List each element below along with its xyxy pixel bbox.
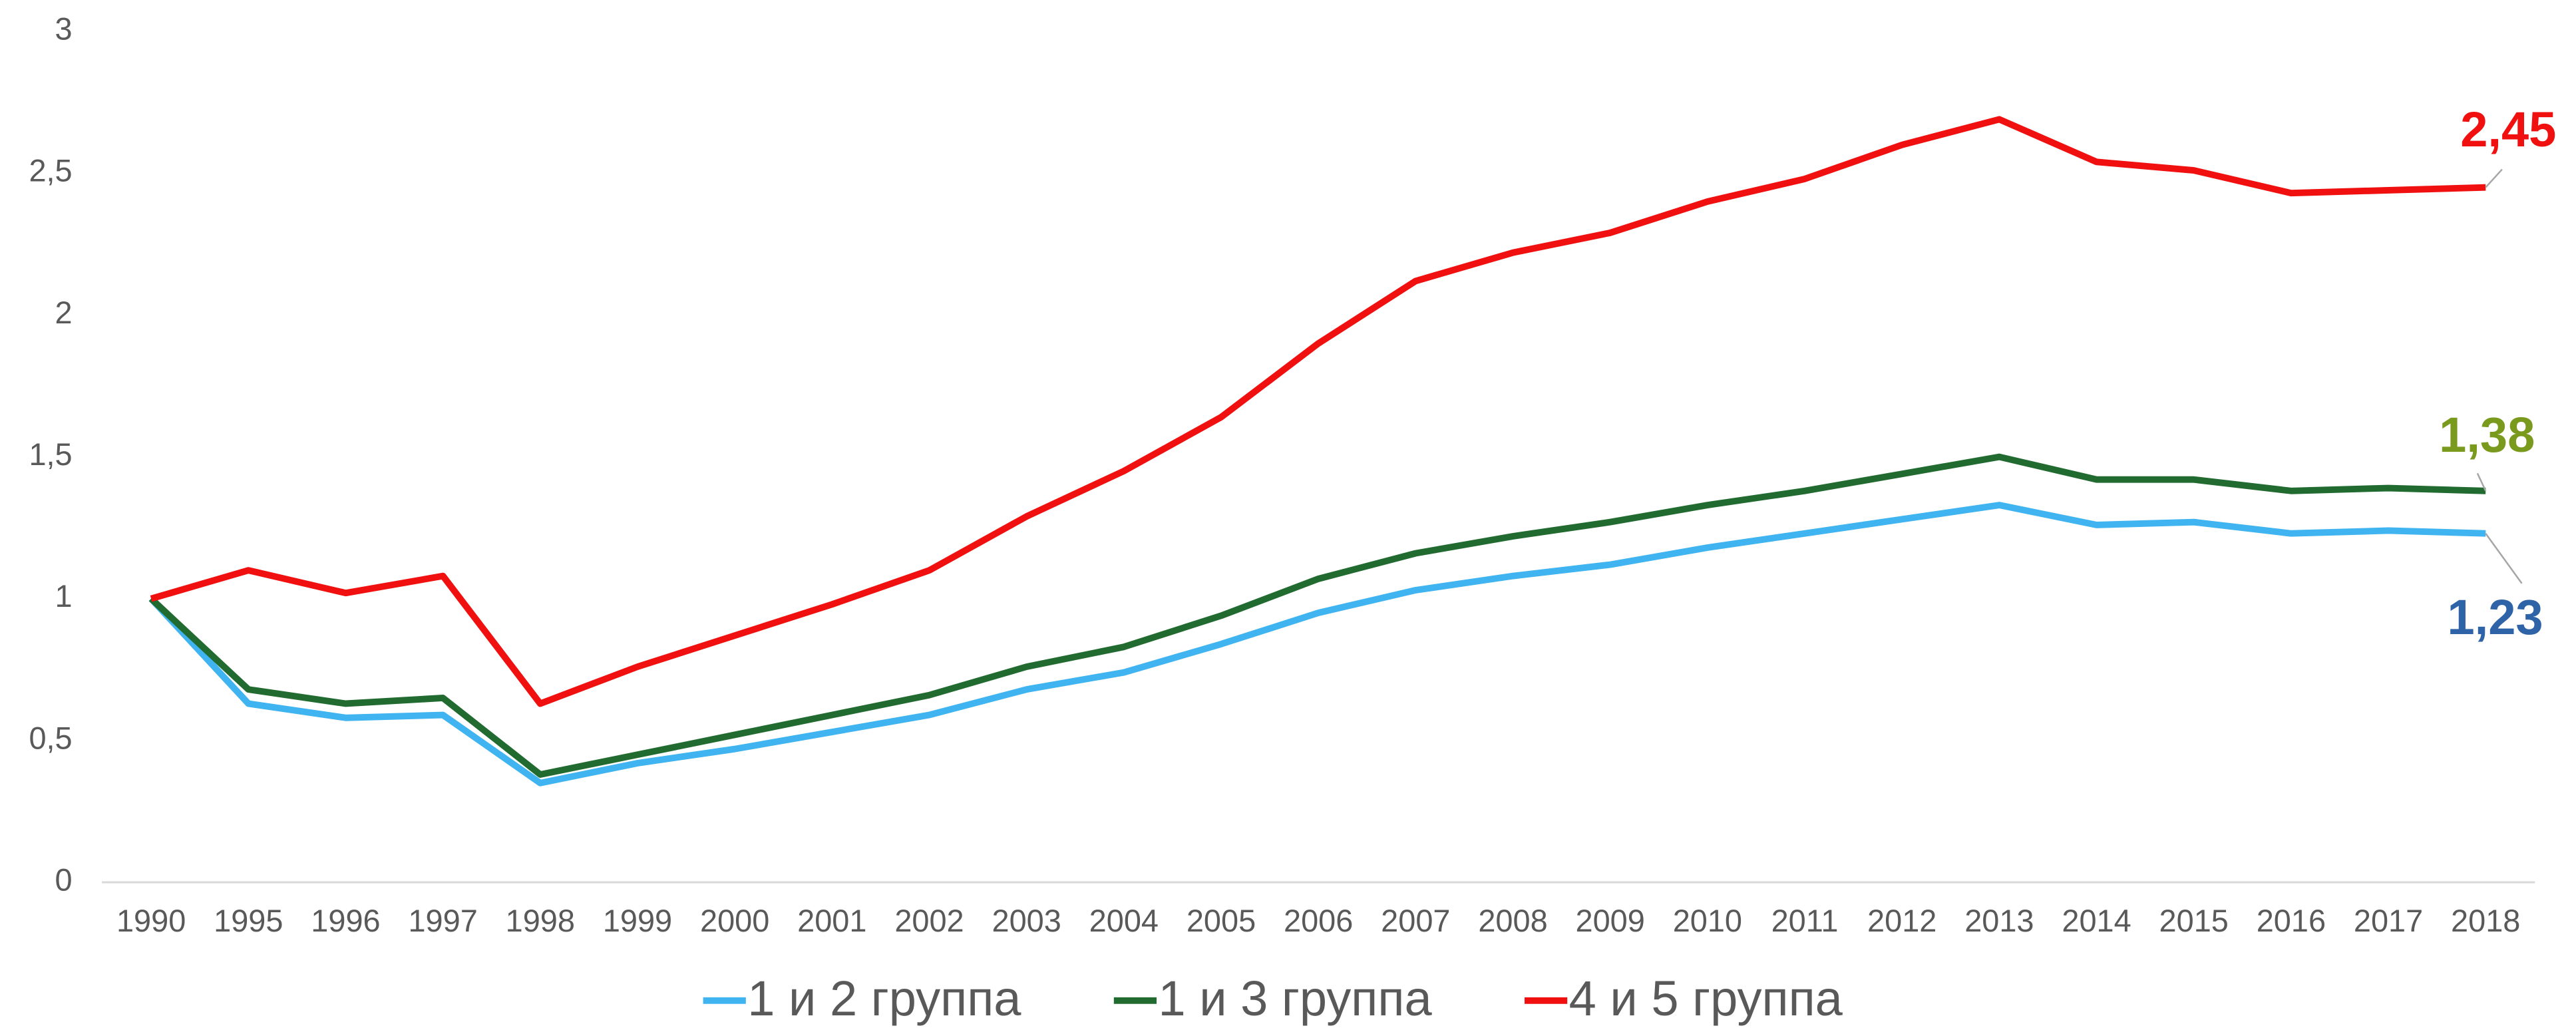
x-tick-label: 2018 — [2451, 904, 2520, 938]
x-tick-label: 2011 — [1771, 904, 1839, 938]
x-tick-label: 2003 — [992, 904, 1061, 938]
x-tick-label: 2010 — [1673, 904, 1742, 938]
x-tick-label: 2004 — [1089, 904, 1159, 938]
x-tick-label: 2017 — [2354, 904, 2423, 938]
x-tick-label: 1998 — [506, 904, 575, 938]
x-tick-label: 1997 — [408, 904, 477, 938]
x-tick-label: 2007 — [1381, 904, 1450, 938]
x-tick-label: 2001 — [797, 904, 866, 938]
y-tick-label: 0 — [55, 862, 73, 897]
line-series — [150, 116, 2486, 707]
y-tick-label: 0,5 — [29, 721, 72, 755]
x-tick-label: 2013 — [1964, 904, 2034, 938]
x-tick-label: 2000 — [700, 904, 769, 938]
leader-line — [2485, 168, 2503, 188]
x-tick-label: 1995 — [214, 904, 283, 938]
line-series — [148, 453, 2486, 778]
x-tick-label: 2014 — [2062, 904, 2131, 938]
y-tick-label: 2 — [55, 295, 73, 330]
leader-line — [2476, 472, 2487, 492]
data-label: 1,38 — [2439, 407, 2535, 462]
leader-line — [2485, 532, 2523, 584]
x-tick-label: 1996 — [311, 904, 380, 938]
legend-label: 1 и 2 группа — [747, 971, 1021, 1026]
y-tick-label: 2,5 — [29, 154, 72, 188]
x-tick-label: 1999 — [603, 904, 672, 938]
x-tick-label: 2006 — [1284, 904, 1353, 938]
x-tick-label: 2002 — [894, 904, 964, 938]
x-tick-label: 2009 — [1576, 904, 1645, 938]
y-tick-label: 1 — [55, 579, 73, 613]
legend-label: 1 и 3 группа — [1158, 971, 1432, 1026]
x-tick-label: 1990 — [116, 904, 186, 938]
data-label: 2,45 — [2460, 102, 2556, 157]
y-tick-label: 1,5 — [29, 437, 72, 472]
legend-label: 4 и 5 группа — [1569, 971, 1843, 1026]
x-tick-label: 2012 — [1867, 904, 1936, 938]
line-series — [148, 502, 2486, 786]
data-label: 1,23 — [2448, 590, 2543, 645]
x-tick-label: 2016 — [2257, 904, 2326, 938]
x-tick-label: 2008 — [1478, 904, 1547, 938]
y-tick-label: 3 — [55, 12, 73, 47]
x-tick-label: 2005 — [1187, 904, 1256, 938]
x-tick-label: 2015 — [2159, 904, 2229, 938]
